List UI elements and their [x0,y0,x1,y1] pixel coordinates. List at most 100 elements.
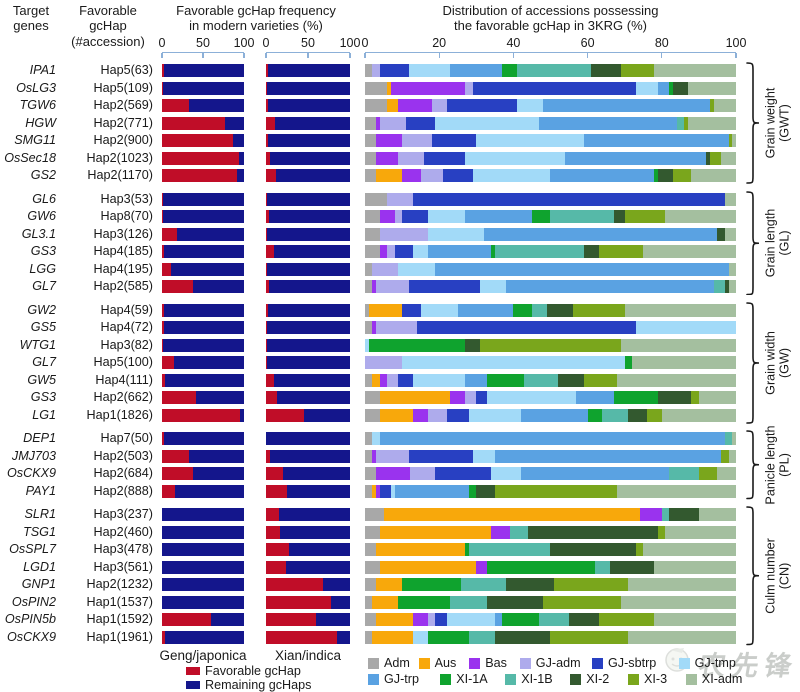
favorable-segment [266,280,269,293]
bar-segment-Bas [379,245,388,258]
category-legend-label: Aus [434,656,457,670]
favorable-segment [266,81,267,95]
bar-segment-XI-2 [494,630,551,644]
bar-segment-GJ-adm [420,169,443,182]
bar-segment-XI-1B [531,303,547,317]
remaining-segment [162,525,244,539]
gene-label: TGW6 [19,98,56,112]
geng-freq-bar [162,432,244,445]
axis-tick-label-dist: 60 [580,36,595,50]
remaining-segment [276,391,350,404]
xian-freq-bar [266,262,350,276]
gene-label: WTG1 [19,337,56,352]
remaining-segment [162,578,244,591]
gene-label: JMJ703 [11,448,56,463]
bar-segment-GJ-sbtrp [394,245,414,258]
category-legend-item-GJ-tmp: GJ-tmp [678,656,736,670]
geng-freq-bar [162,64,244,77]
favorable-segment [162,321,164,334]
bar-segment-GJ-trp [520,467,670,480]
haplotype-label: Hap5(109) [93,80,153,95]
bar-segment-GJ-tmp [409,64,451,77]
favorable-segment [266,543,289,556]
distribution-bar [365,630,736,644]
bar-segment-Adm [365,116,377,130]
favorable-segment [266,613,317,626]
bar-segment-XI-3 [635,543,644,556]
bar-segment-GJ-trp [379,432,725,445]
xian-freq-bar [266,64,350,77]
bar-segment-XI-adm [687,116,736,130]
distribution-bar [365,613,736,626]
bar-segment-XI-2 [528,525,659,539]
bar-segment-XI-2 [546,303,573,317]
gene-label: GW5 [27,372,56,387]
xian-freq-bar [266,467,350,480]
axis-tick-xian [265,53,267,58]
favorable-segment [162,338,163,352]
distribution-bar [365,99,736,112]
distribution-bar [365,116,736,130]
stack-legend-swatch [186,667,200,675]
bar-segment-XI-adm [728,262,736,276]
axis-tick-dist [364,53,366,58]
bar-segment-XI-1A [654,169,659,182]
bar-segment-Adm [365,391,380,404]
bar-segment-XI-1A [368,338,466,352]
geng-freq-bar [162,630,244,644]
favorable-segment [266,116,276,130]
gene-label: LGG [29,261,56,276]
favorable-segment [266,262,267,276]
haplotype-label: Hap3(82) [100,337,153,352]
favorable-segment [266,578,324,591]
bar-segment-XI-3 [684,116,688,130]
bar-segment-XI-3 [598,245,644,258]
xian-freq-bar [266,192,350,206]
favorable-segment [266,560,287,574]
favorable-segment [162,484,176,498]
bar-segment-Bas [372,280,377,293]
bar-segment-GJ-adm [428,408,447,422]
remaining-segment [162,338,244,352]
bar-segment-GJ-sbtrp [402,303,421,317]
axis-line-dist [364,52,737,59]
bar-segment-XI-1A [402,578,462,591]
favorable-segment [162,303,165,317]
bar-segment-XI-3 [494,484,618,498]
geng-freq-bar [162,210,244,223]
stack-legend-item: Remaining gcHaps [186,678,311,692]
bar-segment-XI-3 [554,578,629,591]
bar-segment-XI-adm [617,484,736,498]
category-legend-item-XI-1A: XI-1A [440,672,488,686]
geng-freq-bar [162,525,244,539]
bar-segment-XI-1B [468,630,495,644]
remaining-segment [278,508,350,521]
haplotype-label: Hap5(63) [100,63,153,77]
bar-segment-GJ-trp [465,373,488,387]
bar-segment-Adm [365,210,380,223]
bar-segment-GJ-sbtrp [476,391,488,404]
geng-freq-bar [162,408,244,422]
bar-segment-Bas [398,99,432,112]
bar-segment-XI-adm [721,151,736,165]
remaining-segment [162,210,244,223]
favorable-segment [266,245,275,258]
bar-segment-GJ-tmp [517,99,544,112]
haplotype-label: Hap2(771) [93,115,153,130]
remaining-segment [162,560,244,574]
geng-freq-bar [162,321,244,334]
xian-freq-bar [266,169,350,182]
bar-segment-Bas [372,449,377,463]
bar-segment-GJ-tmp [413,373,466,387]
favorable-segment [162,169,237,182]
remaining-segment [267,134,350,147]
bar-segment-GJ-sbtrp [446,99,518,112]
distribution-bar [365,303,736,317]
bar-segment-GJ-trp [539,116,677,130]
bar-segment-Aus [379,525,492,539]
haplotype-label: Hap4(59) [100,302,153,317]
category-legend-item-XI-3: XI-3 [628,672,667,686]
bar-segment-XI-1B [524,373,558,387]
geng-freq-bar [162,151,244,165]
geng-freq-bar [162,280,244,293]
